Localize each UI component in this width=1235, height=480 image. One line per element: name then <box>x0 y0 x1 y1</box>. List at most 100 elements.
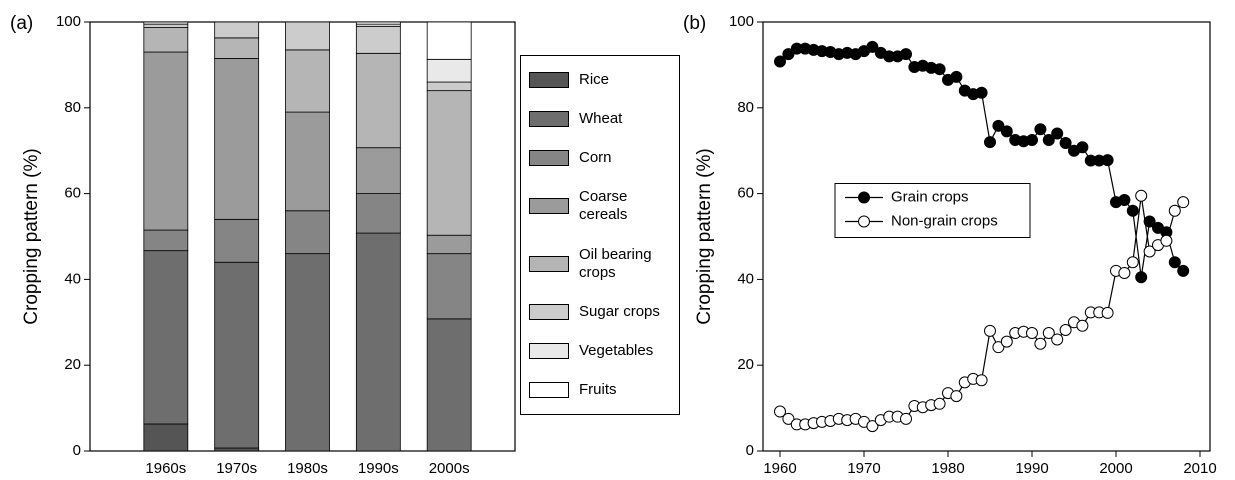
x-tick-label: 1960 <box>763 460 796 477</box>
bar-segment <box>143 23 189 28</box>
data-point <box>1126 256 1139 269</box>
data-point <box>866 40 879 53</box>
legend-label: Corn <box>579 149 612 167</box>
legend-swatch <box>529 303 569 320</box>
data-point <box>774 405 786 418</box>
bar-segment <box>285 49 330 113</box>
bar-segment <box>143 21 189 25</box>
legend-label: Rice <box>579 70 610 88</box>
bar-segment <box>285 210 330 255</box>
data-point <box>1101 306 1114 319</box>
data-point <box>774 55 786 68</box>
bar-segment <box>355 52 401 149</box>
data-point <box>1059 136 1072 149</box>
legend-swatch <box>529 382 569 399</box>
bar-segment <box>426 90 472 236</box>
legend-label: Sugar crops <box>579 302 660 320</box>
legend-item: Coarse cereals <box>529 188 671 224</box>
y-tick-label: 60 <box>737 185 754 202</box>
data-point <box>1000 125 1013 138</box>
bar-segment <box>285 111 330 212</box>
data-point <box>1126 204 1139 217</box>
bar-segment <box>355 147 401 195</box>
legend-item: Vegetables <box>529 342 671 360</box>
panel-label: (b) <box>683 13 706 34</box>
bar-segment <box>143 27 189 53</box>
legend-item: Wheat <box>529 110 671 128</box>
legend-swatch <box>529 110 569 127</box>
bar-segment <box>355 193 401 234</box>
legend-box <box>834 183 1031 238</box>
y-tick-label: 0 <box>746 442 754 459</box>
data-point <box>1118 194 1131 207</box>
bar-segment <box>285 21 330 51</box>
bar-segment <box>355 232 401 452</box>
series-line <box>779 46 1184 278</box>
data-point <box>1051 333 1064 346</box>
bar-segment <box>214 58 260 220</box>
legend-item: Oil bearing crops <box>529 246 671 282</box>
data-point <box>1076 319 1089 332</box>
data-point <box>1042 133 1055 146</box>
legend-marker <box>858 191 870 204</box>
bar-segment <box>214 218 260 263</box>
legend-item: Fruits <box>529 381 671 399</box>
y-tick-label: 100 <box>56 13 81 30</box>
data-point <box>1143 245 1156 258</box>
x-tick-label: 1970 <box>847 460 880 477</box>
data-point <box>1076 141 1089 154</box>
y-tick-label: 40 <box>64 270 81 287</box>
bar-segment <box>426 58 472 83</box>
data-point <box>933 397 946 410</box>
x-tick-label: 1980 <box>931 460 964 477</box>
data-point <box>1026 133 1038 146</box>
legend-label: Oil bearing crops <box>579 245 652 281</box>
x-tick-label: 2010 <box>1183 460 1216 477</box>
data-point <box>975 374 988 387</box>
data-point <box>782 48 795 61</box>
data-point <box>900 412 912 425</box>
panel-label: (a) <box>10 13 33 34</box>
x-tick-label: 2000s <box>429 460 470 477</box>
legend-swatch <box>529 198 569 215</box>
legend-label: Fruits <box>579 381 617 399</box>
bar-segment <box>355 21 401 25</box>
legend-label: Wheat <box>579 109 623 127</box>
data-point <box>1051 127 1064 140</box>
legend-swatch <box>529 255 569 272</box>
legend-label: Coarse cereals <box>579 188 628 224</box>
bar-segment <box>426 81 472 92</box>
legend-item: Rice <box>529 71 671 89</box>
data-point <box>1042 327 1055 340</box>
bar-segment <box>426 318 472 452</box>
y-tick-label: 20 <box>737 356 754 373</box>
legend-item: Corn <box>529 149 671 167</box>
data-point <box>866 420 879 433</box>
x-tick-label: 2000 <box>1099 460 1132 477</box>
bar-segment <box>214 21 260 39</box>
plot-frame <box>762 21 1211 452</box>
x-tick-label: 1980s <box>287 460 328 477</box>
x-tick-label: 1990s <box>358 460 399 477</box>
data-point <box>782 412 795 425</box>
data-point <box>1143 215 1156 228</box>
y-axis-label: Cropping pattern (%) <box>694 148 715 324</box>
y-tick-label: 80 <box>737 99 754 116</box>
data-point <box>1101 154 1114 167</box>
data-point <box>1160 234 1173 247</box>
data-point <box>984 324 996 337</box>
data-point <box>984 136 996 149</box>
bar-segment <box>214 37 260 59</box>
data-point <box>950 390 963 403</box>
bar-segment <box>143 423 189 452</box>
legend-item: Sugar crops <box>529 303 671 321</box>
bar-segment <box>143 229 189 252</box>
bar-segment <box>143 51 189 231</box>
data-point <box>1000 335 1013 348</box>
data-point <box>900 48 912 61</box>
y-tick-label: 20 <box>64 356 81 373</box>
data-point <box>1135 271 1148 284</box>
bar-segment <box>355 25 401 54</box>
